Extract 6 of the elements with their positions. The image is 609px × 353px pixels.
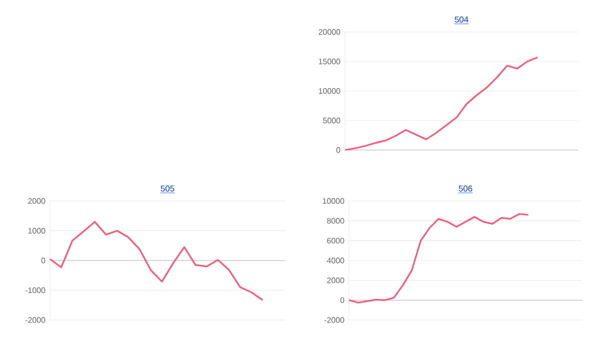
line-series bbox=[344, 56, 538, 151]
chart-title: 505 bbox=[160, 186, 174, 192]
line-series bbox=[348, 213, 530, 304]
chart-title: 506 bbox=[458, 186, 472, 192]
line-series bbox=[49, 221, 264, 301]
chart-title: 504 bbox=[454, 16, 468, 22]
